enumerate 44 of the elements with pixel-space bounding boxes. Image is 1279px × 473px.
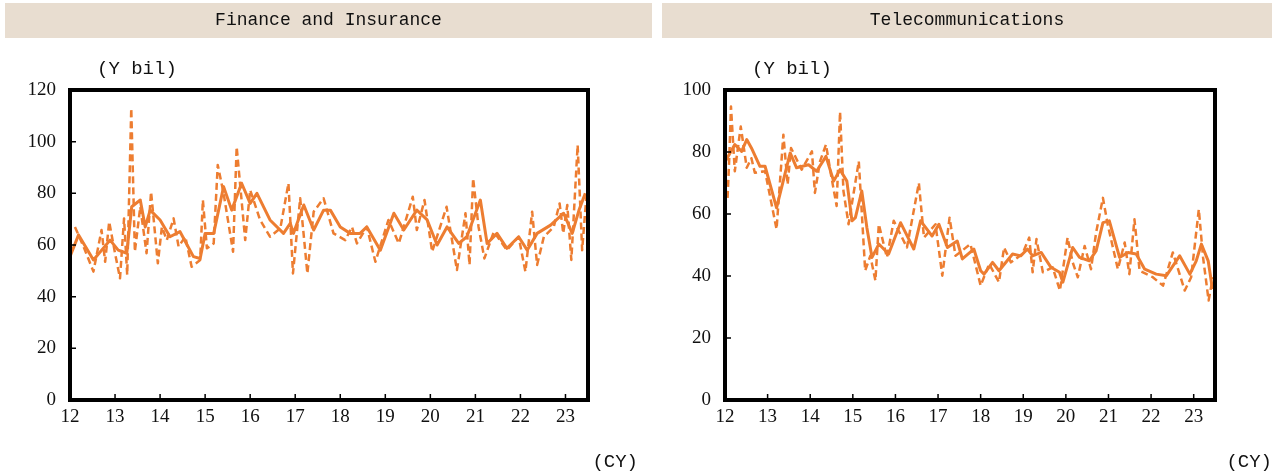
x-tick-label: 18 [330, 405, 350, 427]
x-tick-label: 13 [758, 405, 778, 427]
y-tick-label: 60 [692, 201, 711, 223]
line-series [726, 105, 1215, 302]
x-tick-label: 21 [1098, 405, 1118, 427]
y-tick-label: 120 [27, 77, 56, 99]
y-axis-title: (Y bil) [752, 57, 832, 80]
y-tick-label: 100 [682, 77, 711, 99]
x-tick-label: 12 [60, 405, 80, 427]
x-tick-label: 13 [105, 405, 125, 427]
chart-title: Finance and Insurance [5, 3, 652, 38]
x-tick-label: 12 [715, 405, 735, 427]
x-tick-label: 20 [420, 405, 440, 427]
x-tick-label: 22 [1141, 405, 1161, 427]
x-axis-title: (CY) [1226, 450, 1272, 473]
x-tick-label: 17 [285, 405, 305, 427]
x-tick-label: 16 [885, 405, 905, 427]
y-tick-label: 40 [692, 263, 711, 285]
y-tick-label: 80 [692, 139, 711, 161]
x-tick-label: 16 [240, 405, 260, 427]
chart-title: Telecommunications [662, 3, 1272, 38]
x-tick-label: 18 [971, 405, 991, 427]
x-tick-label: 19 [375, 405, 395, 427]
y-tick-label: 40 [37, 284, 56, 306]
x-tick-label: 15 [195, 405, 215, 427]
x-tick-label: 20 [1056, 405, 1076, 427]
y-tick-label: 60 [37, 232, 56, 254]
y-tick-label: 20 [37, 336, 56, 358]
x-tick-label: 14 [150, 405, 171, 427]
x-tick-label: 23 [555, 405, 575, 427]
y-tick-label: 0 [701, 387, 711, 409]
x-tick-label: 22 [510, 405, 530, 427]
y-axis-title: (Y bil) [97, 57, 177, 80]
y-tick-label: 100 [27, 129, 56, 151]
y-tick-label: 0 [46, 387, 56, 409]
x-tick-label: 21 [465, 405, 485, 427]
x-tick-label: 23 [1184, 405, 1204, 427]
x-tick-label: 19 [1013, 405, 1033, 427]
x-tick-label: 17 [928, 405, 948, 427]
y-tick-label: 20 [692, 325, 711, 347]
y-tick-label: 80 [37, 181, 56, 203]
x-tick-label: 15 [843, 405, 863, 427]
x-tick-label: 14 [800, 405, 821, 427]
x-axis-title: (CY) [592, 450, 638, 473]
